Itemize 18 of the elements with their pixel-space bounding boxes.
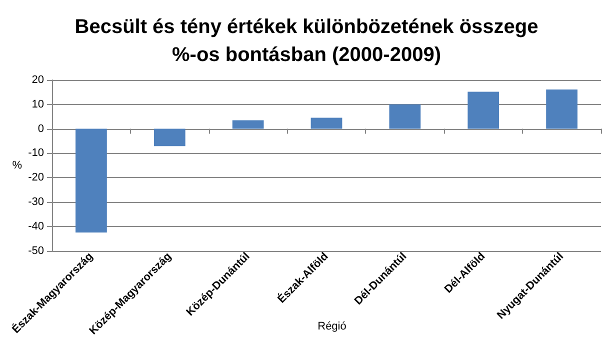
y-tick-label: -10 [28,147,44,160]
y-tick-label: -40 [28,220,44,232]
bar [546,90,578,129]
y-axis-title: % [12,159,22,172]
bar [232,120,264,129]
y-tick-label: -20 [28,172,44,184]
bar [154,128,186,146]
y-tick-label: -50 [28,244,44,257]
bar [468,92,500,129]
chart-title: Becsült és tény értékek különbözetének összege %-os bontásban (2000-2009) [74,16,538,66]
bar [76,128,107,232]
y-tick-label: 0 [38,122,44,135]
y-tick-label: -30 [28,196,44,208]
bar [389,104,421,129]
bar [310,118,342,129]
y-tick-label: 20 [32,74,44,86]
y-tick-label: 10 [32,98,44,110]
x-axis-title: Régió [318,320,346,332]
